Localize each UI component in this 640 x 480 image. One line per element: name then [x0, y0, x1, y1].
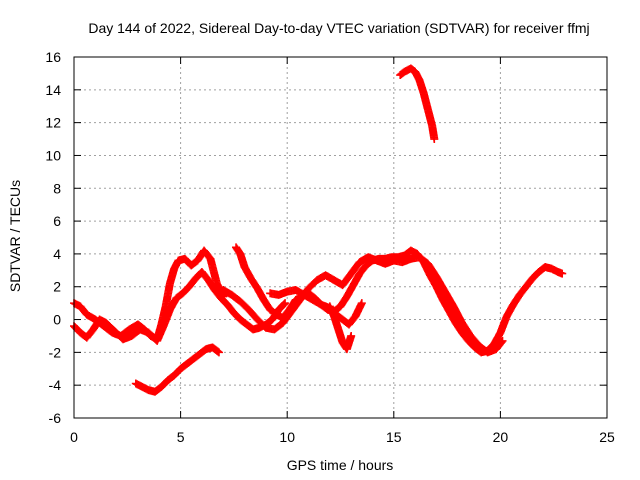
y-tick-label: 8 — [53, 180, 61, 196]
x-tick-label: 5 — [177, 429, 185, 445]
y-tick-label: -2 — [49, 344, 62, 360]
x-tick-label: 25 — [599, 429, 615, 445]
data-point — [280, 300, 289, 309]
series-track-7 — [131, 343, 222, 396]
series-track-2 — [70, 267, 289, 345]
x-axis-label: GPS time / hours — [287, 457, 394, 473]
data-point — [498, 336, 507, 345]
y-tick-label: 6 — [53, 213, 61, 229]
y-tick-label: 16 — [45, 49, 61, 65]
x-tick-label: 15 — [386, 429, 402, 445]
y-tick-label: 10 — [45, 147, 61, 163]
x-tick-label: 20 — [493, 429, 509, 445]
series-track-8 — [396, 64, 439, 142]
y-tick-label: 14 — [45, 82, 61, 98]
plot-border — [73, 56, 608, 419]
data-point — [213, 347, 222, 356]
data-point — [430, 135, 439, 144]
data-point — [214, 348, 223, 357]
data-points — [70, 64, 567, 396]
data-point — [347, 331, 356, 340]
data-point — [281, 299, 290, 308]
axes: 0 5 10 15 20 25 -6 -4 -2 0 2 4 6 8 10 12 14 16 — [45, 49, 615, 445]
series-track-6 — [325, 302, 355, 354]
y-tick-label: -4 — [49, 377, 62, 393]
y-tick-label: 4 — [53, 246, 61, 262]
data-point — [357, 299, 366, 308]
grid — [74, 57, 607, 418]
x-tick-label: 10 — [279, 429, 295, 445]
chart-title: Day 144 of 2022, Sidereal Day-to-day VTE… — [88, 20, 589, 36]
y-axis-label: SDTVAR / TECUs — [7, 180, 23, 292]
y-tick-label: 0 — [53, 312, 61, 328]
data-point — [497, 338, 506, 347]
y-tick-label: 2 — [53, 279, 61, 295]
data-point — [558, 269, 567, 278]
x-tick-label: 0 — [70, 429, 78, 445]
y-tick-label: -6 — [49, 410, 62, 426]
y-tick-label: 12 — [45, 115, 61, 131]
series-track-4 — [219, 253, 506, 357]
